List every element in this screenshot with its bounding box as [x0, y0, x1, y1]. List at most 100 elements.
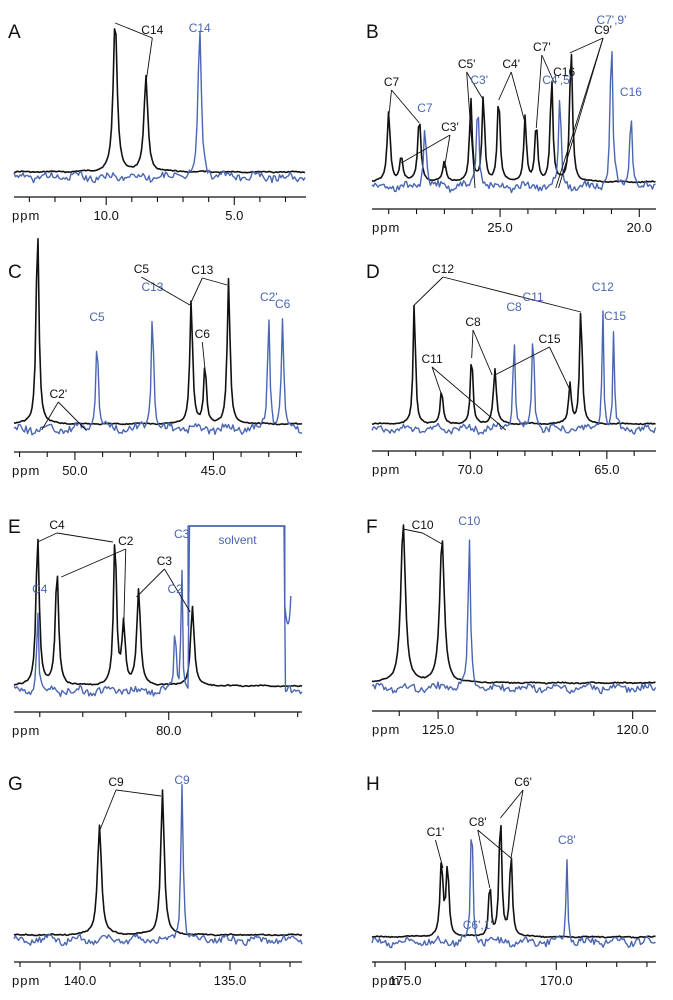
peak-label: C10 [458, 514, 480, 528]
x-tick-label: 70.0 [458, 462, 483, 477]
peak-label: C5 [89, 310, 105, 324]
peak-label: C4',5' [542, 73, 572, 87]
x-tick-label: 20.0 [627, 220, 652, 235]
panel-h: H 175.0 170.0 ppm C1' C8' C6',1' C6' C8' [366, 774, 656, 988]
peak-label: C2' [49, 387, 67, 401]
blue-spectrum-line [371, 839, 656, 949]
peak-label: C3 [174, 527, 190, 541]
peak-label: C2 [118, 534, 134, 548]
label-leader-line [510, 789, 524, 859]
panel-f: F 125.0 120.0 ppm C10 C10 [366, 514, 657, 737]
peak-label: C15 [538, 332, 560, 346]
x-tick-label: 25.0 [487, 220, 512, 235]
label-leader-line [541, 54, 555, 84]
x-tick-label: 135.0 [214, 973, 247, 988]
label-leader-line [202, 277, 228, 286]
label-leader-line [435, 839, 444, 869]
label-leader-line [471, 329, 474, 359]
peak-label: C7 [384, 75, 400, 89]
peak-label: C8' [558, 833, 576, 847]
label-leader-line [494, 346, 550, 376]
label-leader-line [201, 341, 206, 371]
peak-label: C5 [134, 262, 150, 276]
peak-label: C11 [523, 290, 544, 304]
peak-label: C15 [604, 309, 626, 323]
peak-label: C8 [465, 315, 481, 329]
peak-label: C14 [189, 21, 211, 35]
peak-label: C14 [141, 23, 163, 37]
label-leader-line [115, 22, 153, 39]
peak-label: C4' [502, 57, 520, 71]
black-spectrum-line [13, 538, 303, 688]
panel-label: E [8, 517, 21, 538]
black-spectrum-line [371, 824, 656, 939]
label-leader-line [466, 71, 484, 101]
peak-label: C9 [174, 773, 190, 787]
blue-spectrum-line [13, 784, 303, 947]
panel-label: B [366, 22, 379, 43]
x-tick-label: 140.0 [64, 973, 97, 988]
label-leader-line [141, 276, 191, 306]
peak-label: C6 [275, 297, 291, 311]
x-tick-label: 80.0 [156, 723, 181, 738]
x-axis-label: ppm [12, 208, 40, 223]
peak-label: C10 [412, 518, 434, 532]
x-axis-label: ppm [12, 463, 40, 478]
panel-label: H [366, 774, 380, 795]
peak-label: C3' [470, 73, 488, 87]
label-leader-line [472, 329, 493, 376]
label-leader-line [37, 532, 58, 543]
peak-label: C8' [469, 815, 487, 829]
panel-label: D [366, 262, 380, 283]
x-axis-label: ppm [12, 973, 40, 988]
label-leader-line [443, 134, 451, 169]
peak-label: solvent [219, 533, 258, 547]
label-leader-line [498, 71, 512, 101]
peak-label: C13 [141, 280, 163, 294]
blue-spectrum-line [13, 318, 303, 436]
panel-e: E 80.0 ppm C4 C4 C2 C3 C2 C3 solvent [8, 517, 303, 738]
label-leader-line [123, 548, 127, 633]
peak-label: C11 [422, 352, 443, 366]
label-leader-line [145, 37, 153, 84]
label-leader-line [510, 71, 526, 124]
peak-label: C12 [432, 262, 454, 276]
x-tick-label: 5.0 [225, 208, 243, 223]
label-leader-line [431, 366, 507, 431]
peak-label: C2 [168, 582, 184, 596]
label-leader-line [549, 346, 571, 391]
label-leader-line [558, 37, 604, 189]
x-axis-label: ppm [12, 723, 40, 738]
panel-label: G [8, 774, 23, 795]
peak-label: C3' [441, 120, 459, 134]
peak-label: C7',9' [596, 13, 626, 27]
x-axis-label: ppm [372, 973, 400, 988]
peak-label: C12 [592, 280, 614, 294]
label-leader-line [388, 89, 392, 119]
blue-spectrum-line [13, 30, 306, 184]
x-axis-label: ppm [372, 220, 400, 235]
peak-label: C13 [191, 263, 213, 277]
x-axis-label: ppm [372, 462, 400, 477]
peak-label: C7 [417, 101, 433, 115]
peak-label: C7' [533, 40, 551, 54]
x-tick-label: 175.0 [389, 973, 422, 988]
label-leader-line [477, 829, 512, 859]
peak-label: C6',1' [463, 918, 493, 932]
black-spectrum-line [371, 53, 656, 184]
label-leader-line [477, 829, 491, 889]
peak-label: C8 [506, 300, 522, 314]
panel-label: F [366, 517, 378, 538]
x-tick-label: 170.0 [540, 973, 573, 988]
label-leader-line [422, 532, 443, 545]
x-tick-label: 45.0 [201, 463, 226, 478]
x-axis-label: ppm [372, 722, 400, 737]
black-spectrum-line [13, 28, 306, 174]
label-leader-line [57, 401, 87, 431]
label-leader-line [466, 71, 476, 189]
x-tick-label: 125.0 [422, 722, 455, 737]
panel-g: G 140.0 135.0 ppm C9 C9 [8, 773, 303, 988]
label-leader-line [189, 277, 203, 306]
panel-label: A [8, 22, 21, 43]
